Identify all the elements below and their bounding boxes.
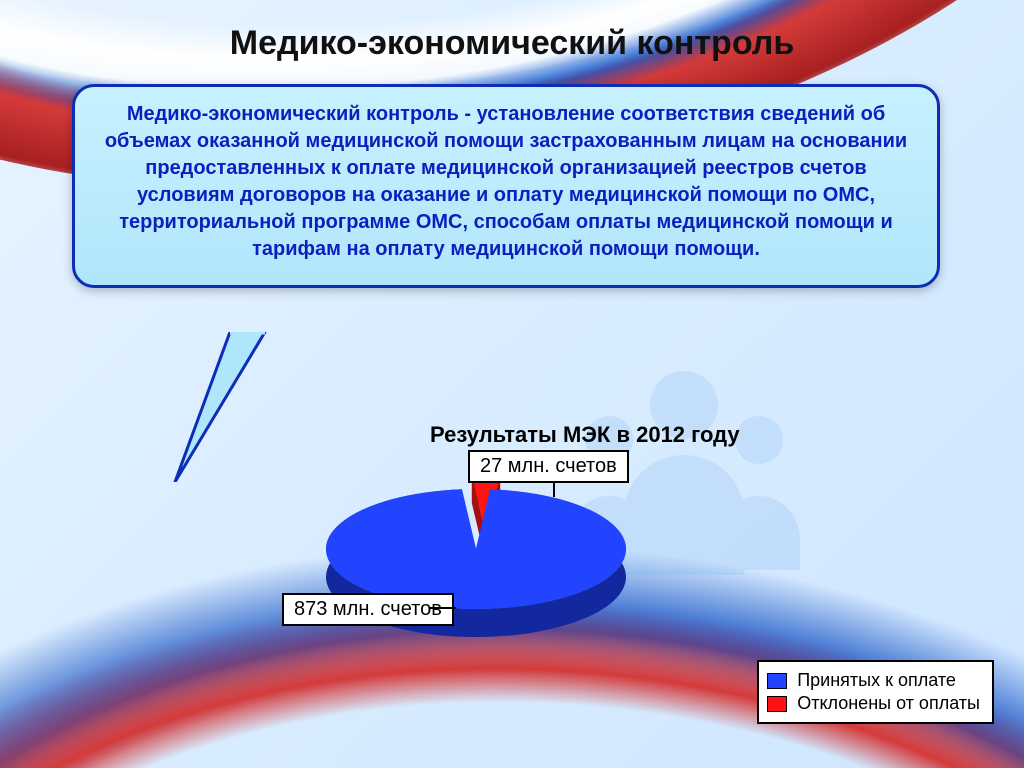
leader-line [430,607,456,609]
pie-label-rejected: 27 млн. счетов [468,450,629,483]
slide: Медико-экономический контроль Медико-эко… [0,0,1024,768]
chart-title: Результаты МЭК в 2012 году [430,422,740,448]
legend-item-rejected: Отклонены от оплаты [767,693,980,714]
definition-callout: Медико-экономический контроль - установл… [72,84,940,288]
legend-swatch [767,673,787,689]
legend: Принятых к оплате Отклонены от оплаты [757,660,994,724]
pie-label-accepted: 873 млн. счетов [282,593,454,626]
legend-label: Принятых к оплате [797,670,956,691]
legend-label: Отклонены от оплаты [797,693,980,714]
slide-title: Медико-экономический контроль [0,24,1024,63]
legend-swatch [767,696,787,712]
legend-item-accepted: Принятых к оплате [767,670,980,691]
leader-line [553,483,555,497]
definition-text: Медико-экономический контроль - установл… [103,101,909,263]
